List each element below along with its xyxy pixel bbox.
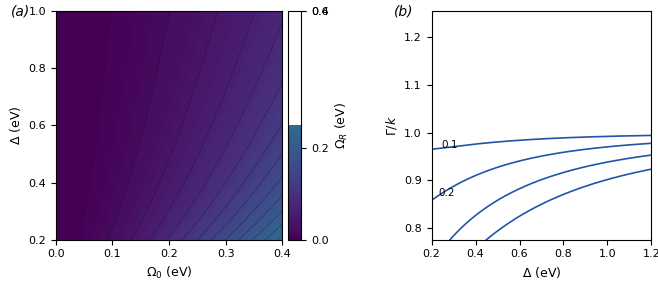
Text: (b): (b) bbox=[394, 5, 414, 18]
X-axis label: $\Omega_0$ (eV): $\Omega_0$ (eV) bbox=[146, 265, 192, 281]
Text: 0.1: 0.1 bbox=[442, 140, 458, 150]
X-axis label: $\Delta$ (eV): $\Delta$ (eV) bbox=[522, 265, 561, 280]
Text: 0.4: 0.4 bbox=[0, 281, 1, 282]
Text: (a): (a) bbox=[11, 5, 30, 18]
Text: 0.3: 0.3 bbox=[0, 281, 1, 282]
Y-axis label: $\Omega_R$ (eV): $\Omega_R$ (eV) bbox=[334, 102, 350, 149]
Y-axis label: $\Delta$ (eV): $\Delta$ (eV) bbox=[8, 106, 23, 145]
Text: 0.2: 0.2 bbox=[438, 188, 455, 197]
Y-axis label: $\Gamma/k$: $\Gamma/k$ bbox=[384, 115, 399, 136]
